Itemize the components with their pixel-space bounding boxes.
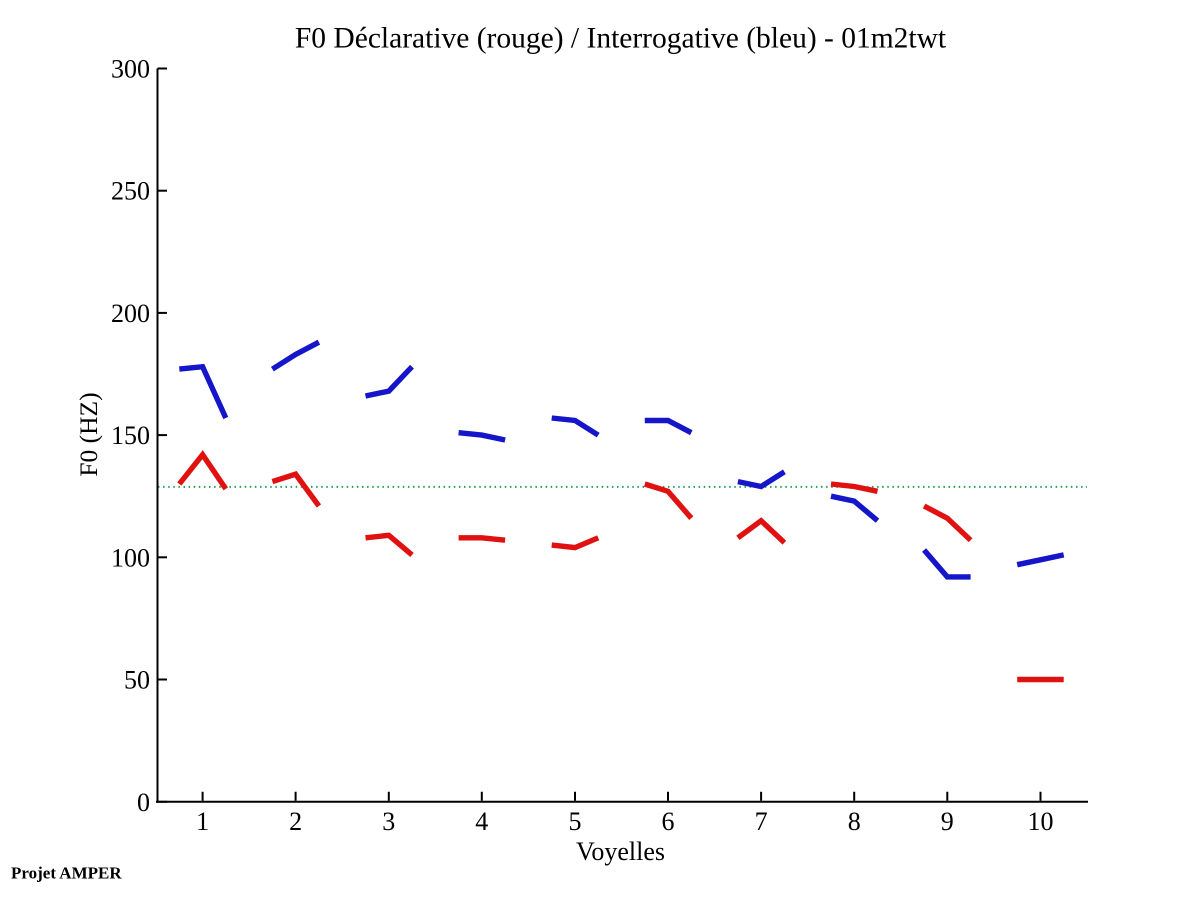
svg-text:250: 250 — [111, 177, 150, 206]
svg-text:Projet AMPER: Projet AMPER — [11, 864, 122, 883]
svg-text:5: 5 — [569, 807, 582, 836]
svg-text:1: 1 — [196, 807, 209, 836]
svg-text:300: 300 — [111, 55, 150, 84]
svg-text:8: 8 — [848, 807, 861, 836]
svg-text:6: 6 — [662, 807, 675, 836]
svg-text:4: 4 — [475, 807, 488, 836]
svg-text:150: 150 — [111, 421, 150, 450]
svg-text:F0 (HZ): F0 (HZ) — [74, 392, 103, 476]
svg-text:50: 50 — [124, 666, 150, 695]
svg-text:9: 9 — [941, 807, 954, 836]
svg-text:F0 Déclarative (rouge) / Inter: F0 Déclarative (rouge) / Interrogative (… — [295, 23, 947, 55]
svg-text:100: 100 — [111, 543, 150, 572]
svg-text:0: 0 — [137, 788, 150, 817]
svg-text:10: 10 — [1028, 807, 1054, 836]
svg-text:2: 2 — [289, 807, 302, 836]
svg-text:Voyelles: Voyelles — [576, 837, 665, 866]
svg-text:200: 200 — [111, 299, 150, 328]
svg-text:7: 7 — [755, 807, 768, 836]
svg-text:3: 3 — [382, 807, 395, 836]
